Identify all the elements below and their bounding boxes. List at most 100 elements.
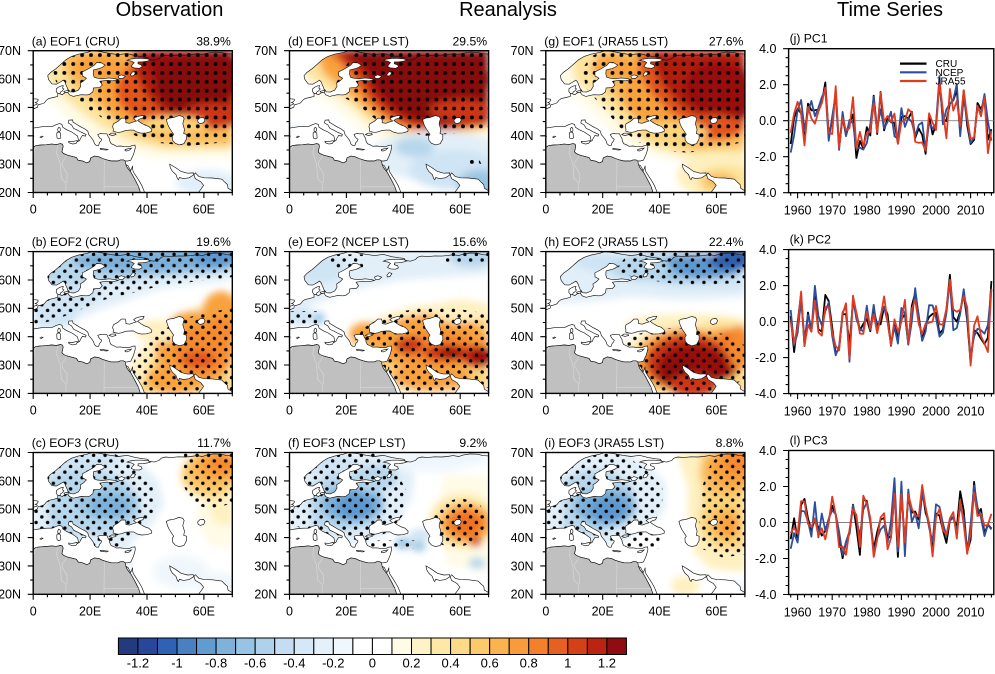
svg-text:50N: 50N <box>0 302 21 316</box>
svg-text:(l) PC3: (l) PC3 <box>790 434 828 448</box>
svg-text:60N: 60N <box>511 73 534 87</box>
svg-text:70N: 70N <box>254 446 277 460</box>
svg-text:20E: 20E <box>592 203 614 217</box>
svg-text:0: 0 <box>542 203 549 217</box>
svg-text:20N: 20N <box>511 588 534 602</box>
svg-text:60N: 60N <box>254 273 277 287</box>
svg-text:40E: 40E <box>136 203 158 217</box>
svg-text:1970: 1970 <box>818 606 846 620</box>
svg-text:50N: 50N <box>511 101 534 115</box>
svg-text:(h) EOF2 (JRA55 LST): (h) EOF2 (JRA55 LST) <box>544 235 668 249</box>
svg-text:(d) EOF1 (NCEP LST): (d) EOF1 (NCEP LST) <box>288 34 409 48</box>
svg-text:50N: 50N <box>254 101 277 115</box>
svg-text:60E: 60E <box>193 403 215 417</box>
svg-text:60E: 60E <box>193 604 215 618</box>
svg-text:-0.6: -0.6 <box>244 656 266 670</box>
svg-text:60N: 60N <box>511 273 534 287</box>
svg-text:0.4: 0.4 <box>442 656 460 670</box>
svg-text:29.5%: 29.5% <box>453 34 488 48</box>
svg-text:1980: 1980 <box>853 204 881 218</box>
svg-text:2000: 2000 <box>922 405 950 419</box>
svg-text:0: 0 <box>30 203 37 217</box>
svg-text:0.0: 0.0 <box>759 516 776 530</box>
svg-text:40E: 40E <box>136 403 158 417</box>
svg-text:CRU: CRU <box>936 59 958 70</box>
svg-text:60E: 60E <box>705 604 727 618</box>
svg-text:40N: 40N <box>511 129 534 143</box>
svg-text:40N: 40N <box>511 330 534 344</box>
svg-text:40N: 40N <box>0 129 21 143</box>
svg-text:20E: 20E <box>79 203 101 217</box>
svg-text:8.8%: 8.8% <box>716 436 744 450</box>
svg-text:1970: 1970 <box>818 405 846 419</box>
svg-text:1.2: 1.2 <box>598 656 616 670</box>
svg-text:-4.0: -4.0 <box>755 588 777 602</box>
svg-text:0.2: 0.2 <box>402 656 420 670</box>
svg-text:40E: 40E <box>392 203 414 217</box>
svg-text:30N: 30N <box>511 158 534 172</box>
svg-text:70N: 70N <box>511 245 534 259</box>
svg-text:50N: 50N <box>254 503 277 517</box>
svg-text:60N: 60N <box>0 273 21 287</box>
svg-text:0.8: 0.8 <box>520 656 538 670</box>
svg-text:40E: 40E <box>648 403 670 417</box>
svg-text:2010: 2010 <box>957 405 985 419</box>
svg-text:40E: 40E <box>648 203 670 217</box>
svg-text:20E: 20E <box>592 604 614 618</box>
svg-text:(g) EOF1 (JRA55 LST): (g) EOF1 (JRA55 LST) <box>544 34 668 48</box>
svg-text:2000: 2000 <box>922 606 950 620</box>
svg-text:40N: 40N <box>254 531 277 545</box>
svg-text:0: 0 <box>369 656 376 670</box>
svg-text:1980: 1980 <box>853 606 881 620</box>
svg-text:60N: 60N <box>511 474 534 488</box>
svg-text:60E: 60E <box>705 403 727 417</box>
svg-text:9.2%: 9.2% <box>459 436 487 450</box>
svg-text:JRA55: JRA55 <box>936 77 966 88</box>
svg-text:15.6%: 15.6% <box>453 235 488 249</box>
svg-text:2.0: 2.0 <box>759 78 776 92</box>
svg-text:2010: 2010 <box>957 606 985 620</box>
svg-text:70N: 70N <box>0 44 21 58</box>
svg-text:0: 0 <box>30 403 37 417</box>
svg-text:20E: 20E <box>335 203 357 217</box>
svg-text:2000: 2000 <box>922 204 950 218</box>
svg-text:1960: 1960 <box>784 204 812 218</box>
svg-text:(c) EOF3 (CRU): (c) EOF3 (CRU) <box>32 436 119 450</box>
svg-text:(i) EOF3 (JRA55 LST): (i) EOF3 (JRA55 LST) <box>544 436 664 450</box>
svg-text:2.0: 2.0 <box>759 279 776 293</box>
svg-text:60E: 60E <box>193 203 215 217</box>
svg-text:30N: 30N <box>254 158 277 172</box>
svg-text:20E: 20E <box>335 403 357 417</box>
svg-text:27.6%: 27.6% <box>709 34 744 48</box>
svg-text:-2.0: -2.0 <box>755 351 777 365</box>
svg-text:40E: 40E <box>136 604 158 618</box>
svg-text:22.4%: 22.4% <box>709 235 744 249</box>
svg-text:1960: 1960 <box>784 606 812 620</box>
svg-text:1970: 1970 <box>818 204 846 218</box>
svg-text:4.0: 4.0 <box>759 444 776 458</box>
svg-text:60E: 60E <box>449 403 471 417</box>
svg-text:0.6: 0.6 <box>481 656 499 670</box>
svg-text:0: 0 <box>542 604 549 618</box>
svg-text:(k) PC2: (k) PC2 <box>790 233 832 247</box>
svg-text:70N: 70N <box>0 245 21 259</box>
svg-text:20N: 20N <box>511 186 534 200</box>
svg-text:(a) EOF1 (CRU): (a) EOF1 (CRU) <box>32 34 120 48</box>
svg-text:11.7%: 11.7% <box>197 436 231 450</box>
svg-text:30N: 30N <box>0 158 21 172</box>
svg-text:-2.0: -2.0 <box>755 150 777 164</box>
svg-text:60E: 60E <box>449 604 471 618</box>
svg-text:2.0: 2.0 <box>759 480 776 494</box>
svg-text:20N: 20N <box>254 387 277 401</box>
svg-text:20E: 20E <box>79 604 101 618</box>
svg-text:40N: 40N <box>0 531 21 545</box>
svg-text:70N: 70N <box>511 44 534 58</box>
svg-text:(b) EOF2 (CRU): (b) EOF2 (CRU) <box>32 235 120 249</box>
svg-text:-0.2: -0.2 <box>322 656 344 670</box>
svg-text:70N: 70N <box>0 446 21 460</box>
svg-text:0: 0 <box>542 403 549 417</box>
svg-text:38.9%: 38.9% <box>196 34 231 48</box>
svg-text:30N: 30N <box>511 358 534 372</box>
svg-text:40E: 40E <box>392 604 414 618</box>
svg-text:60N: 60N <box>0 73 21 87</box>
